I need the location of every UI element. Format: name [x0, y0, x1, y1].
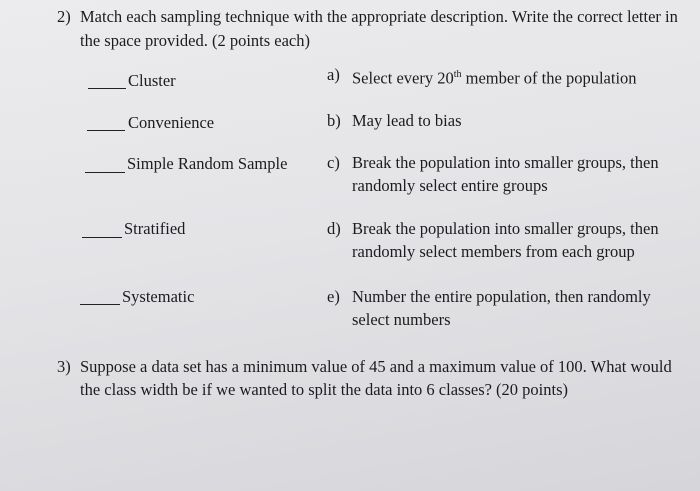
technique-cluster: Cluster: [128, 71, 176, 90]
description-b-letter: b): [327, 111, 341, 130]
question-3-text-line2: the class width be if we wanted to split…: [80, 380, 569, 399]
technique-stratified: Stratified: [124, 219, 186, 238]
answer-blank-cluster[interactable]: [88, 88, 126, 89]
answer-blank-convenience[interactable]: [87, 130, 125, 131]
question-2-number: 2): [57, 7, 71, 26]
description-c-line2: randomly select entire groups: [352, 176, 548, 195]
description-e-line1: Number the entire population, then rando…: [352, 287, 651, 306]
question-2-text-line1: Match each sampling technique with the a…: [80, 7, 678, 26]
answer-blank-stratified[interactable]: [82, 237, 122, 238]
description-d-line2: randomly select members from each group: [352, 242, 635, 261]
question-2-text-line2: the space provided. (2 points each): [80, 31, 311, 50]
description-c-line1: Break the population into smaller groups…: [352, 153, 659, 172]
description-d-letter: d): [327, 219, 341, 238]
description-c-letter: c): [327, 153, 340, 172]
technique-convenience: Convenience: [128, 113, 215, 132]
description-e-letter: e): [327, 287, 340, 306]
description-a: Select every 20th member of the populati…: [352, 68, 637, 88]
description-e-line2: select numbers: [352, 310, 451, 329]
answer-blank-systematic[interactable]: [80, 304, 120, 305]
technique-systematic: Systematic: [122, 287, 195, 306]
question-3-text-line1: Suppose a data set has a minimum value o…: [80, 357, 672, 376]
technique-simple-random-sample: Simple Random Sample: [127, 154, 288, 173]
description-b: May lead to bias: [352, 111, 462, 130]
description-d-line1: Break the population into smaller groups…: [352, 219, 659, 238]
answer-blank-simple-random[interactable]: [85, 172, 125, 173]
description-a-letter: a): [327, 65, 340, 84]
question-3-number: 3): [57, 357, 71, 376]
